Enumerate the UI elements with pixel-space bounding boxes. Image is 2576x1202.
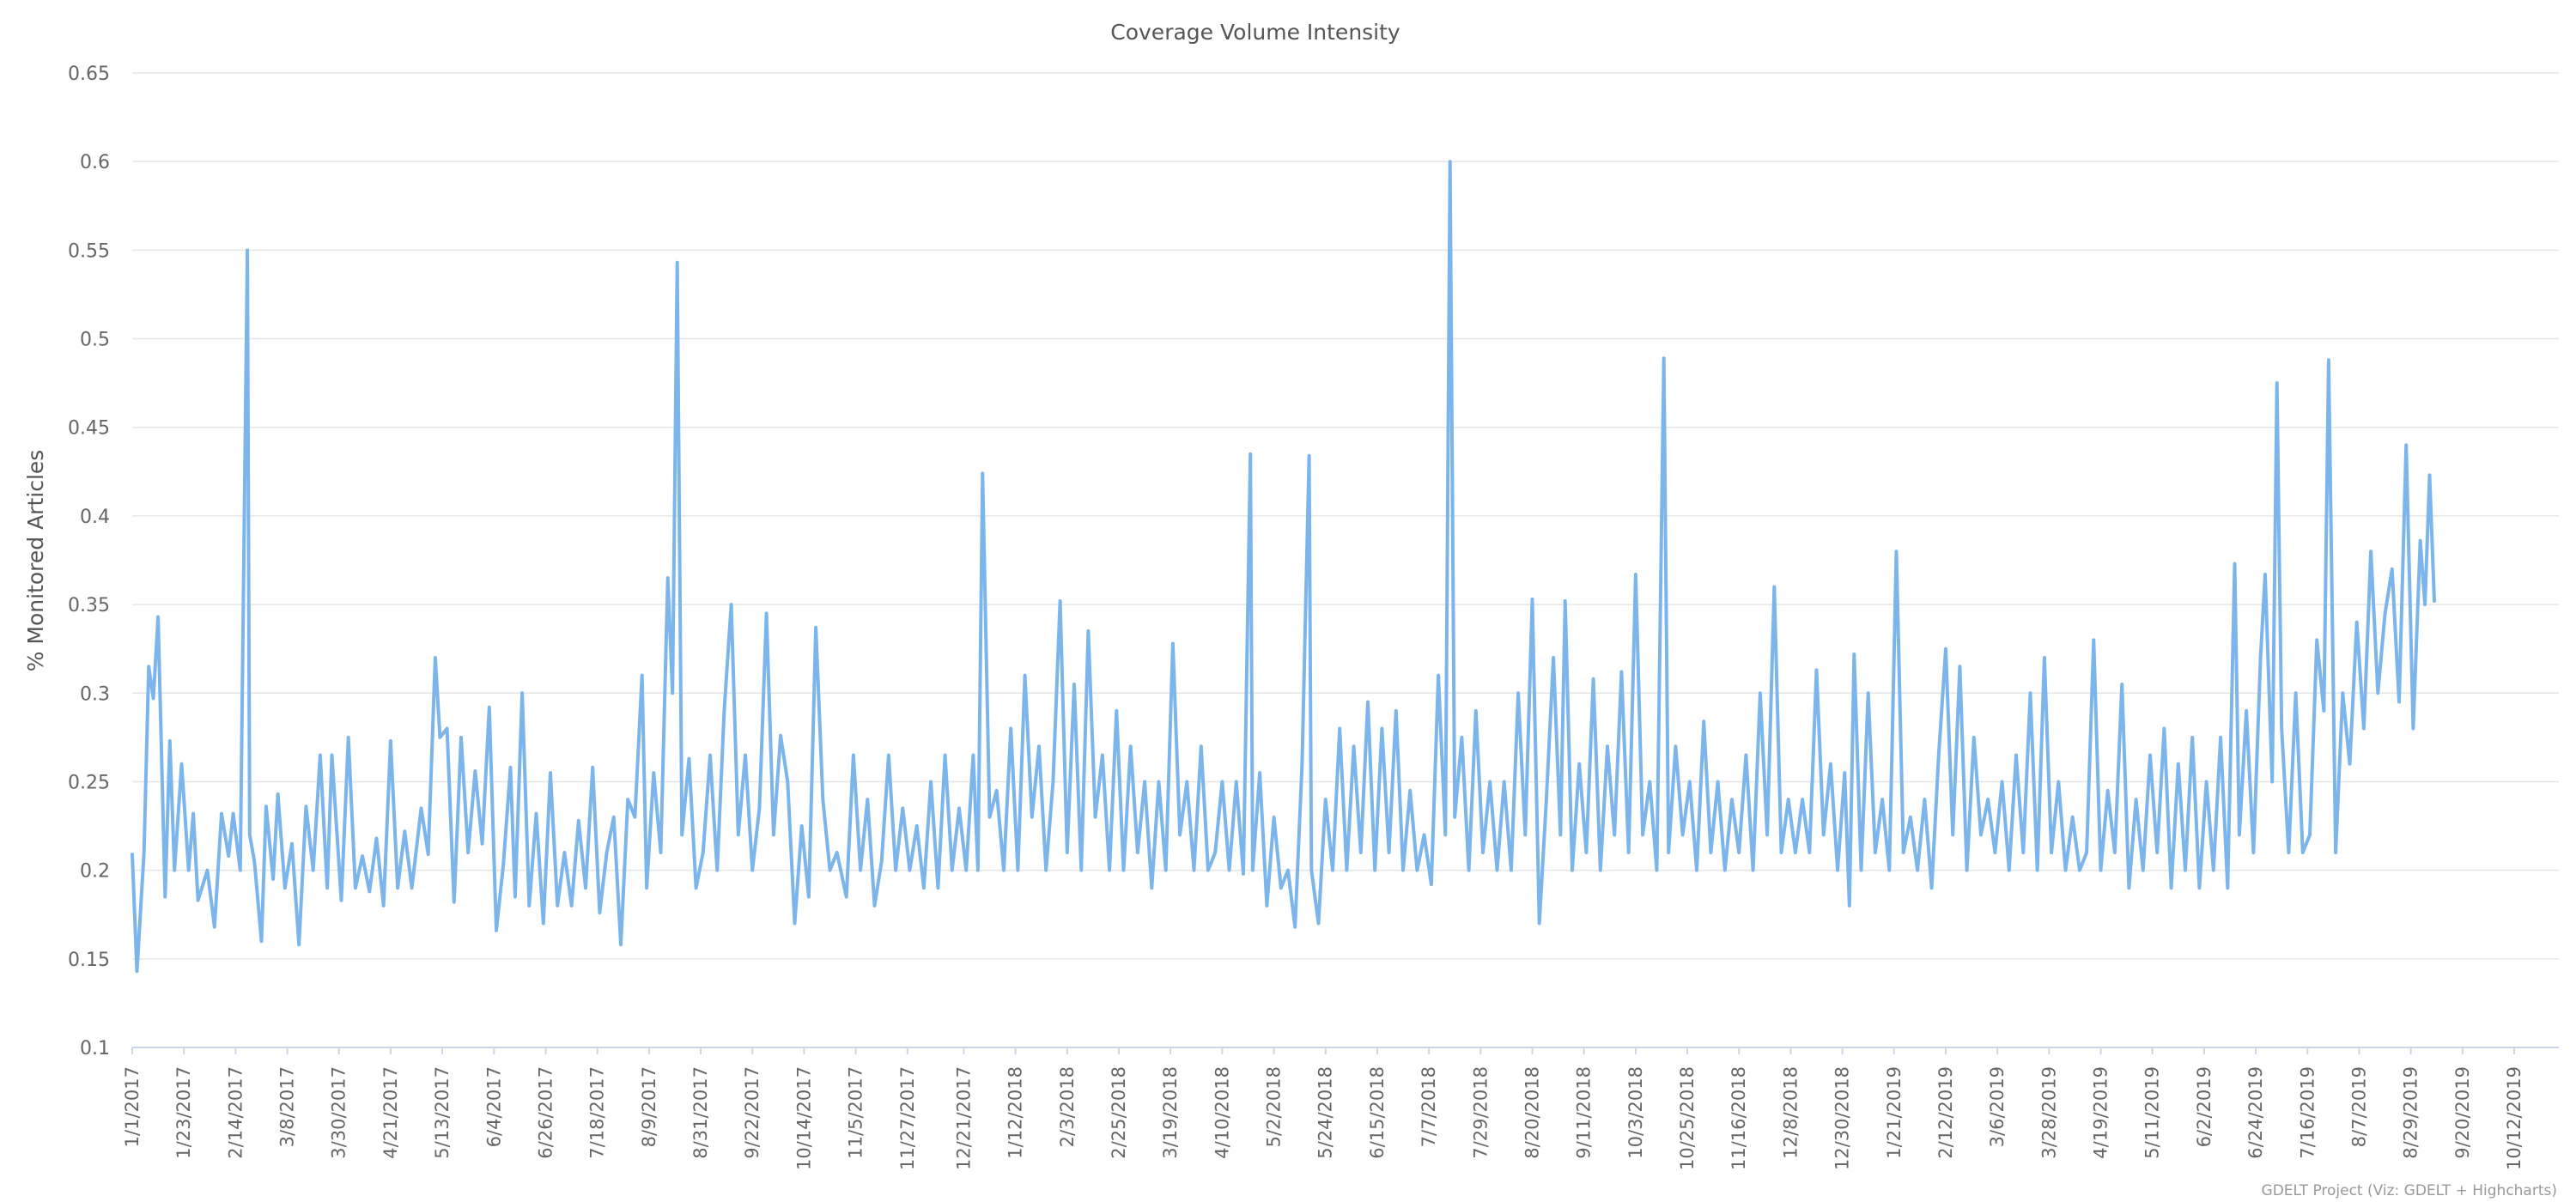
x-tick-label: 12/8/2018 xyxy=(1780,1066,1801,1159)
y-axis-label: % Monitored Articles xyxy=(23,450,48,672)
x-tick-label: 11/5/2017 xyxy=(846,1066,866,1159)
y-tick-label: 0.3 xyxy=(80,683,110,705)
x-tick-label: 5/24/2018 xyxy=(1315,1066,1336,1159)
x-tick-label: 2/25/2018 xyxy=(1109,1066,1129,1159)
x-tick-label: 10/14/2017 xyxy=(793,1066,814,1170)
x-tick-label: 8/31/2017 xyxy=(690,1066,711,1159)
x-tick-label: 2/14/2017 xyxy=(225,1066,246,1159)
series-line[interactable] xyxy=(131,160,2436,974)
x-tick-label: 9/20/2019 xyxy=(2452,1066,2473,1159)
series-group xyxy=(131,160,2436,974)
x-tick-label: 8/20/2018 xyxy=(1522,1066,1542,1159)
x-tick-label: 1/21/2019 xyxy=(1884,1066,1905,1159)
x-tick-label: 4/21/2017 xyxy=(380,1066,401,1159)
x-tick-label: 4/10/2018 xyxy=(1212,1066,1232,1159)
x-tick-label: 1/1/2017 xyxy=(122,1066,143,1147)
y-gridlines xyxy=(132,72,2559,960)
y-tick-label: 0.6 xyxy=(80,152,110,173)
x-tick-label: 3/28/2019 xyxy=(2038,1066,2059,1159)
x-tick-label: 1/23/2017 xyxy=(173,1066,194,1159)
x-tick-label: 4/19/2019 xyxy=(2091,1066,2111,1159)
x-tick-label: 12/30/2018 xyxy=(1832,1066,1853,1170)
y-tick-label: 0.65 xyxy=(68,64,110,85)
x-tick-label: 3/19/2018 xyxy=(1160,1066,1181,1159)
y-tick-label: 0.4 xyxy=(80,507,110,528)
x-tick-label: 5/2/2018 xyxy=(1264,1066,1285,1147)
x-tick-label: 8/7/2019 xyxy=(2348,1066,2369,1147)
x-tick-label: 7/7/2018 xyxy=(1419,1066,1439,1147)
x-tick-label: 5/13/2017 xyxy=(432,1066,453,1159)
x-tick-label: 7/18/2017 xyxy=(587,1066,608,1159)
y-tick-label: 0.55 xyxy=(68,240,110,262)
y-tick-label: 0.5 xyxy=(80,330,110,351)
chart-credits[interactable]: GDELT Project (Viz: GDELT + Highcharts) xyxy=(2262,1182,2557,1199)
y-axis-ticks: 0.1 0.15 0.2 0.25 0.3 0.35 0.4 0.45 0.5 0.55 0.6 0.… xyxy=(68,64,110,1059)
x-tick-label: 2/12/2019 xyxy=(1935,1066,1956,1159)
x-tick-label: 5/11/2019 xyxy=(2142,1066,2163,1159)
x-tick-label: 1/12/2018 xyxy=(1005,1066,1026,1159)
x-tick-label: 9/11/2018 xyxy=(1574,1066,1595,1159)
x-axis-ticks: 1/1/2017 1/23/2017 2/14/2017 3/8/2017 3/30/2… xyxy=(122,1047,2524,1170)
x-tick-label: 12/21/2017 xyxy=(953,1066,974,1170)
x-tick-label: 3/30/2017 xyxy=(329,1066,349,1159)
x-tick-label: 3/8/2017 xyxy=(277,1066,298,1147)
x-tick-label: 7/16/2019 xyxy=(2297,1066,2318,1159)
chart-title: Coverage Volume Intensity xyxy=(1110,20,1400,45)
x-tick-label: 6/2/2019 xyxy=(2194,1066,2215,1147)
y-tick-label: 0.15 xyxy=(68,950,110,971)
x-tick-label: 8/29/2019 xyxy=(2401,1066,2421,1159)
x-tick-label: 3/6/2019 xyxy=(1987,1066,2008,1147)
x-tick-label: 9/22/2017 xyxy=(742,1066,762,1159)
y-tick-label: 0.1 xyxy=(80,1038,110,1059)
y-tick-label: 0.25 xyxy=(68,772,110,793)
x-tick-label: 6/26/2017 xyxy=(535,1066,556,1159)
x-tick-label: 6/4/2017 xyxy=(483,1066,504,1147)
x-tick-label: 10/25/2018 xyxy=(1677,1066,1698,1170)
x-tick-label: 2/3/2018 xyxy=(1057,1066,1078,1147)
x-tick-label: 11/16/2018 xyxy=(1728,1066,1749,1170)
x-tick-label: 7/29/2018 xyxy=(1470,1066,1491,1159)
y-tick-label: 0.2 xyxy=(80,861,110,883)
x-tick-label: 6/24/2019 xyxy=(2245,1066,2266,1159)
x-tick-label: 8/9/2017 xyxy=(639,1066,659,1147)
x-tick-label: 11/27/2017 xyxy=(897,1066,918,1170)
x-tick-label: 6/15/2018 xyxy=(1367,1066,1388,1159)
y-tick-label: 0.45 xyxy=(68,418,110,440)
y-tick-label: 0.35 xyxy=(68,595,110,616)
x-tick-label: 10/12/2019 xyxy=(2504,1066,2524,1170)
x-tick-label: 10/3/2018 xyxy=(1625,1066,1646,1159)
